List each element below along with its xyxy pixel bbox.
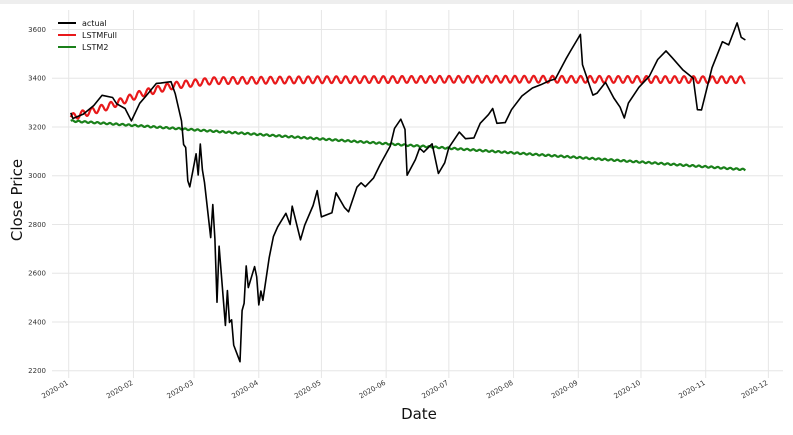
series-line-lstm2 [70,119,746,172]
legend-label-actual: actual [82,19,107,28]
x-axis-title: Date [401,405,437,423]
y-tick-label: 2600 [28,270,46,278]
y-tick-label: 3200 [28,123,46,131]
legend: actual LSTMFull LSTM2 [58,19,117,52]
y-tick-label: 3600 [28,26,46,34]
legend-label-lstm2: LSTM2 [82,43,108,52]
y-tick-label: 2200 [28,367,46,375]
y-tick-labels: 2200 2400 2600 2800 3000 3200 3400 3600 [28,26,46,375]
y-tick-label: 3400 [28,75,46,83]
y-tick-label: 2800 [28,221,46,229]
series-line-actual [70,22,746,363]
top-border [0,0,793,4]
y-tick-label: 3000 [28,172,46,180]
series-line-lstmfull [69,74,746,120]
y-tick-label: 2400 [28,318,46,326]
legend-label-lstmfull: LSTMFull [82,31,117,40]
y-axis-title: Close Price [8,159,26,241]
series-lines [69,22,746,363]
